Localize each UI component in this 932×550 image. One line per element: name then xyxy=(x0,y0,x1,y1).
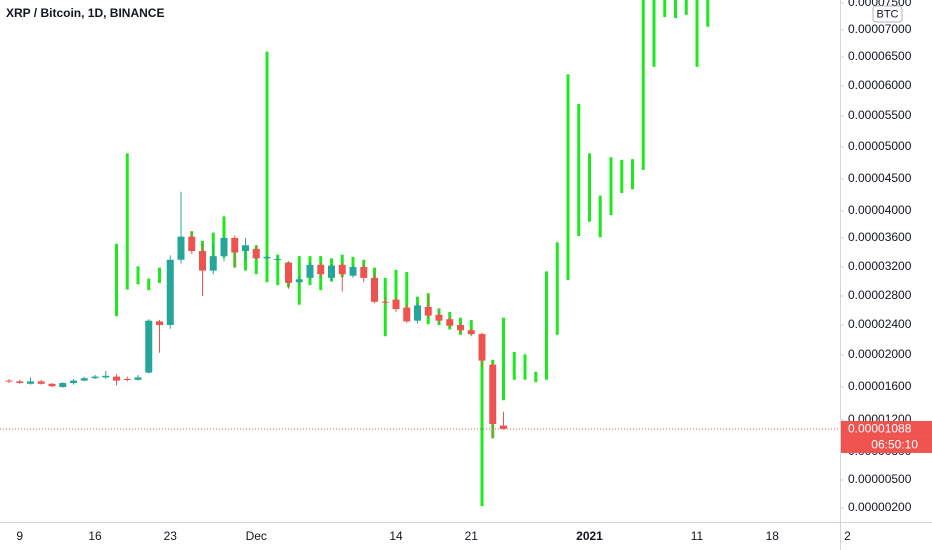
candle-body xyxy=(102,375,110,378)
candle-body xyxy=(37,381,45,384)
x-tick-label: 14 xyxy=(389,529,403,543)
x-tick-label: 2 xyxy=(844,529,851,543)
y-tick-label: 0.00005500 xyxy=(848,108,912,122)
y-tick-label: 0.00000500 xyxy=(848,472,912,486)
candle-body xyxy=(220,238,228,257)
candle-body xyxy=(392,299,400,310)
y-tick-label: 0.00003600 xyxy=(848,230,912,244)
candle-body xyxy=(80,378,88,381)
candle-body xyxy=(403,307,411,322)
candle-body xyxy=(478,334,486,361)
chart-title: XRP / Bitcoin, 1D, BINANCE xyxy=(6,6,164,20)
y-tick-label: 0.00004500 xyxy=(848,171,912,185)
candle-body xyxy=(199,251,206,271)
candle-body xyxy=(446,319,454,326)
candle-body xyxy=(252,248,260,259)
candle-body xyxy=(145,320,153,373)
x-tick-label: Dec xyxy=(246,529,267,543)
candle-body xyxy=(328,265,335,278)
candle-body xyxy=(457,325,464,331)
y-tick-label: 0.00006500 xyxy=(848,49,912,63)
currency-label[interactable]: BTC xyxy=(877,8,899,20)
candle-body xyxy=(467,330,475,334)
currency-box[interactable] xyxy=(872,5,903,23)
last-price-badge xyxy=(841,420,932,437)
y-tick-label: 0.00007000 xyxy=(848,22,912,36)
y-tick-label: 0.00007500 xyxy=(848,0,912,9)
x-tick-label: 21 xyxy=(465,529,479,543)
candle-body xyxy=(285,262,292,283)
candle-body xyxy=(317,264,325,275)
x-tick-label: 2021 xyxy=(576,529,603,543)
candle-body xyxy=(338,264,346,275)
candle-body xyxy=(242,245,249,252)
y-tick-label: 0.00003200 xyxy=(848,259,912,273)
x-tick-label: 18 xyxy=(766,529,780,543)
candle-body xyxy=(48,383,56,387)
candle-body xyxy=(306,264,314,278)
candle-body xyxy=(209,256,217,271)
candle-body xyxy=(113,376,120,381)
candle-body xyxy=(134,377,142,380)
candle-body xyxy=(231,238,239,253)
candle-body xyxy=(435,314,443,321)
candle-body xyxy=(156,321,163,325)
y-tick-label: 0.00002000 xyxy=(848,347,912,361)
candle-body xyxy=(27,381,34,384)
candle-body xyxy=(274,259,282,261)
candle-body xyxy=(177,236,185,260)
last-price-label: 0.00001088 xyxy=(848,422,912,436)
countdown-label: 06:50:10 xyxy=(871,438,918,452)
candle-body xyxy=(500,425,507,429)
y-tick-label: 0.00001600 xyxy=(848,379,912,393)
plot-area xyxy=(0,0,840,507)
x-tick-label: 23 xyxy=(164,529,178,543)
candle-body xyxy=(371,277,378,302)
y-tick-label: 0.00002400 xyxy=(848,317,912,331)
candle-body xyxy=(91,376,99,379)
candle-body xyxy=(414,305,421,321)
candle-body xyxy=(489,364,497,424)
candle-body xyxy=(295,279,303,283)
candle-body xyxy=(188,236,196,252)
countdown-badge xyxy=(841,436,932,453)
y-tick-label: 0.00005000 xyxy=(848,139,912,153)
candle-body xyxy=(166,259,174,325)
y-tick-label: 0.00004000 xyxy=(848,203,912,217)
candle-body xyxy=(123,379,131,380)
candle-body xyxy=(424,306,432,316)
candle-body xyxy=(59,383,67,387)
candle-body xyxy=(263,256,271,259)
candle-body xyxy=(349,267,357,276)
x-tick-label: 16 xyxy=(88,529,102,543)
y-tick-label: 0.00000200 xyxy=(848,500,912,514)
x-tick-label: 11 xyxy=(691,529,704,543)
y-tick-label: 0.00002800 xyxy=(848,288,912,302)
candle-body xyxy=(70,380,77,383)
x-tick-label: 9 xyxy=(16,529,23,543)
candle-body xyxy=(5,380,13,382)
candle-body xyxy=(381,301,389,303)
candle-body xyxy=(16,381,24,383)
y-tick-label: 0.00006000 xyxy=(848,78,912,92)
candle-body xyxy=(360,267,368,278)
